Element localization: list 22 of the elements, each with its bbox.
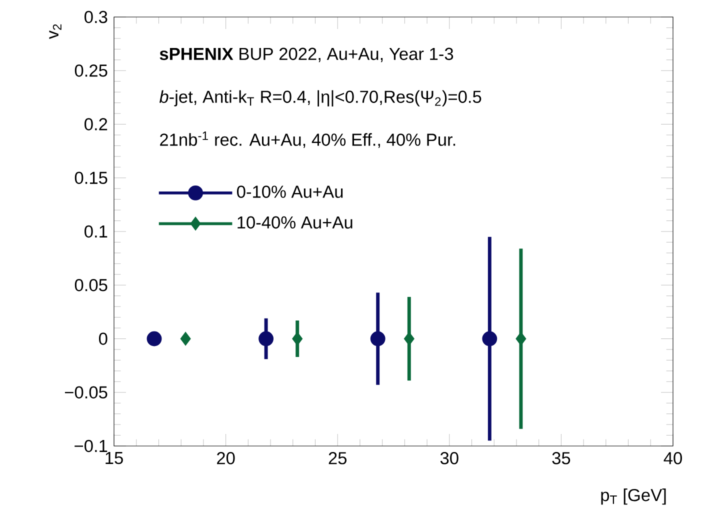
- x-tick-label: 20: [217, 452, 235, 464]
- y-tick-label: −0.05: [64, 386, 108, 398]
- y-tick-label: 0.15: [74, 172, 108, 184]
- y-tick-label: 0: [98, 332, 108, 345]
- annotation: b-jet, Anti-k$_{T}$ R=0.4, |η|<0.70,Res(Ψ$_{2}$)=0.5: [159, 90, 482, 106]
- y-tick-label: 0.05: [74, 278, 108, 292]
- y-tick-label: 0.25: [74, 64, 108, 77]
- x-tick-label: 15: [106, 452, 123, 464]
- x-tick-label: 30: [440, 452, 458, 464]
- x-tick-label: 40: [664, 452, 682, 464]
- x-tick-label: 35: [552, 452, 570, 464]
- annotation: sPHENIX BUP 2022, Au+Au, Year 1-3: [160, 48, 454, 62]
- y-tick-label: 0.2: [84, 118, 108, 130]
- y-axis-title: v$_{2}$: [49, 24, 62, 40]
- x-axis-title: p$_{T}$ [GeV]: [601, 488, 666, 505]
- y-tick-label: −0.1: [74, 440, 108, 452]
- legend-label: 0-10% Au+Au: [237, 186, 343, 198]
- y-tick-label: 0.1: [84, 225, 108, 238]
- legend-label: 10-40% Au+Au: [238, 216, 352, 229]
- x-tick-label: 25: [328, 452, 347, 464]
- y-tick-label: 0.3: [84, 10, 108, 24]
- annotation: 21nb$^{-1}$ rec. Au+Au, 40% Eff., 40% Pur.: [160, 132, 456, 148]
